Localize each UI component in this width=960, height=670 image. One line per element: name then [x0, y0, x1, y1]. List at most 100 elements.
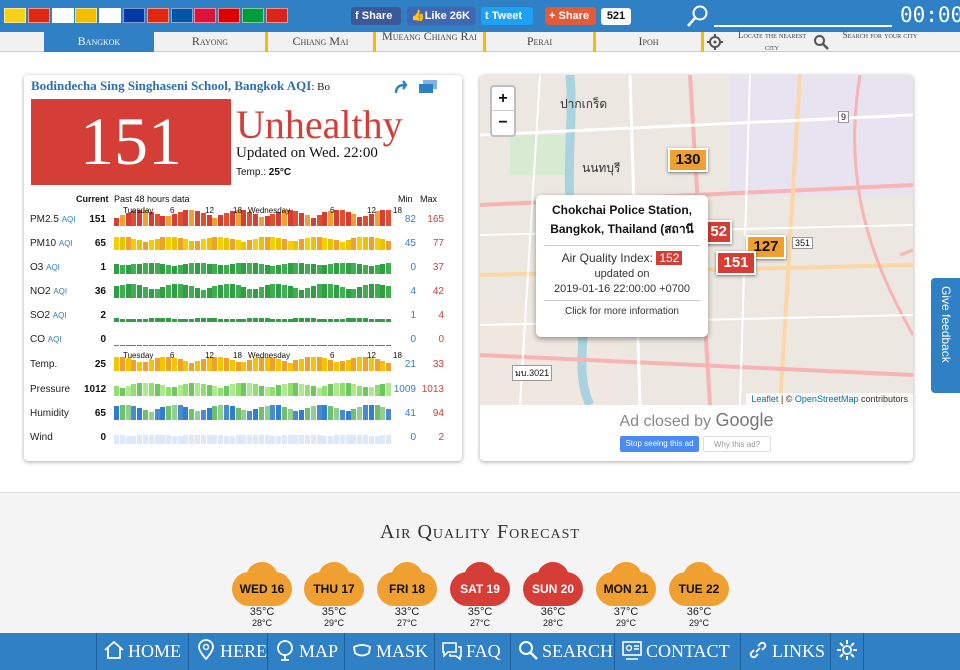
forecast-day[interactable]: FRI 18 33°C 27°C — [375, 560, 439, 628]
japan-flag[interactable] — [51, 8, 74, 23]
france-flag[interactable] — [170, 8, 193, 23]
search-input[interactable] — [714, 25, 892, 27]
row-unit: AQI — [52, 311, 67, 320]
tab-mueang-chiang-rai[interactable]: Mueang Chiang Rai — [373, 32, 483, 52]
zoom-out-button[interactable]: − — [498, 114, 508, 131]
leaflet-link[interactable]: Leaflet — [751, 394, 779, 404]
road-label-9: 9 — [838, 111, 850, 123]
search-icon[interactable] — [686, 4, 710, 28]
popup-aqi-value: 152 — [656, 251, 683, 265]
china-flag[interactable] — [27, 8, 50, 23]
row-current: 1 — [100, 262, 106, 273]
station-popup[interactable]: Chokchai Police Station, Bangkok, Thaila… — [536, 195, 708, 337]
row-name: Temp. — [30, 359, 58, 370]
feedback-tab[interactable]: Give feedback — [931, 278, 960, 393]
popup-more-info[interactable]: Click for more information — [565, 306, 679, 317]
korea-flag[interactable] — [99, 8, 122, 23]
temperature: Temp.: 25°C — [236, 167, 291, 178]
search-city[interactable]: Search for your city — [809, 30, 929, 52]
thumbs-up-icon: 👍 — [411, 10, 425, 22]
nav-faq[interactable]: FAQ — [434, 633, 510, 670]
hour-tick: 12 — [205, 351, 214, 360]
forecast-day[interactable]: THU 17 35°C 29°C — [302, 560, 366, 628]
row-unit: AQI — [58, 239, 73, 248]
row-label-4: SO2 AQI — [30, 310, 67, 321]
forecast-title: Air Quality Forecast — [380, 521, 580, 543]
nav-map[interactable]: MAP — [267, 633, 344, 670]
top-bar: f Share 👍Like 26K t Tweet + Share 521 00… — [0, 0, 960, 32]
forecast-day[interactable]: SAT 19 35°C 27°C — [448, 560, 512, 628]
row-sparkline — [114, 351, 392, 371]
vietnam-flag[interactable] — [265, 8, 288, 23]
osm-link[interactable]: OpenStreetMap — [794, 394, 859, 404]
germany-flag[interactable] — [218, 8, 241, 23]
zoom-in-button[interactable]: + — [492, 87, 514, 111]
spain-flag[interactable] — [75, 8, 98, 23]
station-title[interactable]: Bodindecha Sing Singhaseni School, Bangk… — [31, 78, 330, 94]
contact-icon — [622, 641, 642, 660]
forecast-day[interactable]: TUE 22 36°C 29°C — [667, 560, 731, 628]
row-current: 65 — [94, 238, 106, 249]
row-max: 77 — [432, 238, 444, 249]
current-header: Current — [76, 194, 109, 204]
row-min: 21 — [404, 359, 416, 370]
forecast-day[interactable]: MON 21 37°C 29°C — [594, 560, 658, 628]
map-marker-130[interactable]: 130 — [668, 148, 708, 172]
row-min: 4 — [410, 286, 416, 297]
poland-flag[interactable] — [194, 8, 217, 23]
tab-chiang-mai[interactable]: Chiang Mai — [265, 32, 373, 52]
row-label-1: PM10 AQI — [30, 238, 73, 249]
row-max: 37 — [432, 262, 444, 273]
chat-icon — [442, 642, 462, 661]
tab-rayong[interactable]: Rayong — [191, 34, 229, 48]
forecast-min-temp: 29°C — [688, 618, 710, 628]
attribution-separator: | © — [778, 394, 795, 404]
tab-perai[interactable]: Perai — [483, 32, 593, 52]
home-icon — [104, 640, 124, 659]
updated-time: Updated on Wed. 22:00 — [236, 145, 378, 161]
nav-links[interactable]: LINKS — [740, 633, 830, 670]
row-max: 94 — [432, 408, 444, 419]
myanmar-flag[interactable] — [4, 8, 26, 23]
map-marker-127[interactable]: 127 — [746, 235, 786, 259]
hour-tick: 18 — [393, 206, 402, 215]
cards-icon[interactable] — [418, 79, 438, 95]
cloud-icon: SAT 19 — [448, 560, 512, 606]
map[interactable]: ปากเกร็ด นนทบุรี 351 9 มบ.3021 + − 130 5… — [480, 75, 913, 405]
locate-nearest-city[interactable]: Locate the nearest city — [701, 30, 809, 52]
nav-mask[interactable]: MASK — [344, 633, 434, 670]
row-sparkline — [114, 230, 392, 250]
tweet-button[interactable]: t Tweet — [481, 7, 533, 25]
row-name: Humidity — [30, 408, 69, 419]
why-ad-button[interactable]: Why this ad? — [703, 436, 771, 452]
tab-ipoh[interactable]: Ipoh — [593, 32, 701, 52]
hour-tick: 6 — [170, 351, 175, 360]
nav-home[interactable]: HOME — [96, 633, 188, 670]
row-max: 165 — [427, 214, 444, 225]
row-current: 65 — [94, 408, 106, 419]
cloud-icon: THU 17 — [302, 560, 366, 606]
aqi-value: 151 — [31, 99, 231, 185]
bottom-nav: HOME HERE MAP MASK FAQ SEARCH CONTACT LINKS — [0, 633, 960, 670]
hour-tick: 12 — [367, 206, 376, 215]
past-header: Past 48 hours data — [114, 194, 190, 204]
share-button[interactable]: + Share — [545, 7, 596, 25]
forecast-day[interactable]: WED 16 35°C 28°C — [230, 560, 294, 628]
map-marker-151[interactable]: 151 — [716, 251, 756, 275]
forecast-day[interactable]: SUN 20 36°C 28°C — [521, 560, 585, 628]
facebook-like-button[interactable]: 👍Like 26K — [407, 7, 475, 25]
nav-here[interactable]: HERE — [188, 633, 267, 670]
brazil-flag[interactable] — [242, 8, 264, 23]
row-name: PM10 — [30, 238, 57, 249]
nav-search[interactable]: SEARCH — [510, 633, 614, 670]
settings-button[interactable] — [830, 633, 864, 670]
russia-flag[interactable] — [123, 8, 145, 23]
tab-bangkok[interactable]: Bangkok — [44, 32, 154, 52]
row-current: 151 — [89, 214, 106, 225]
row-min: 1 — [410, 310, 416, 321]
stop-ad-button[interactable]: Stop seeing this ad — [620, 436, 699, 452]
hongkong-flag[interactable] — [146, 8, 169, 23]
facebook-share-button[interactable]: f Share — [351, 7, 401, 25]
share-icon[interactable] — [394, 79, 408, 95]
nav-contact[interactable]: CONTACT — [614, 633, 740, 670]
